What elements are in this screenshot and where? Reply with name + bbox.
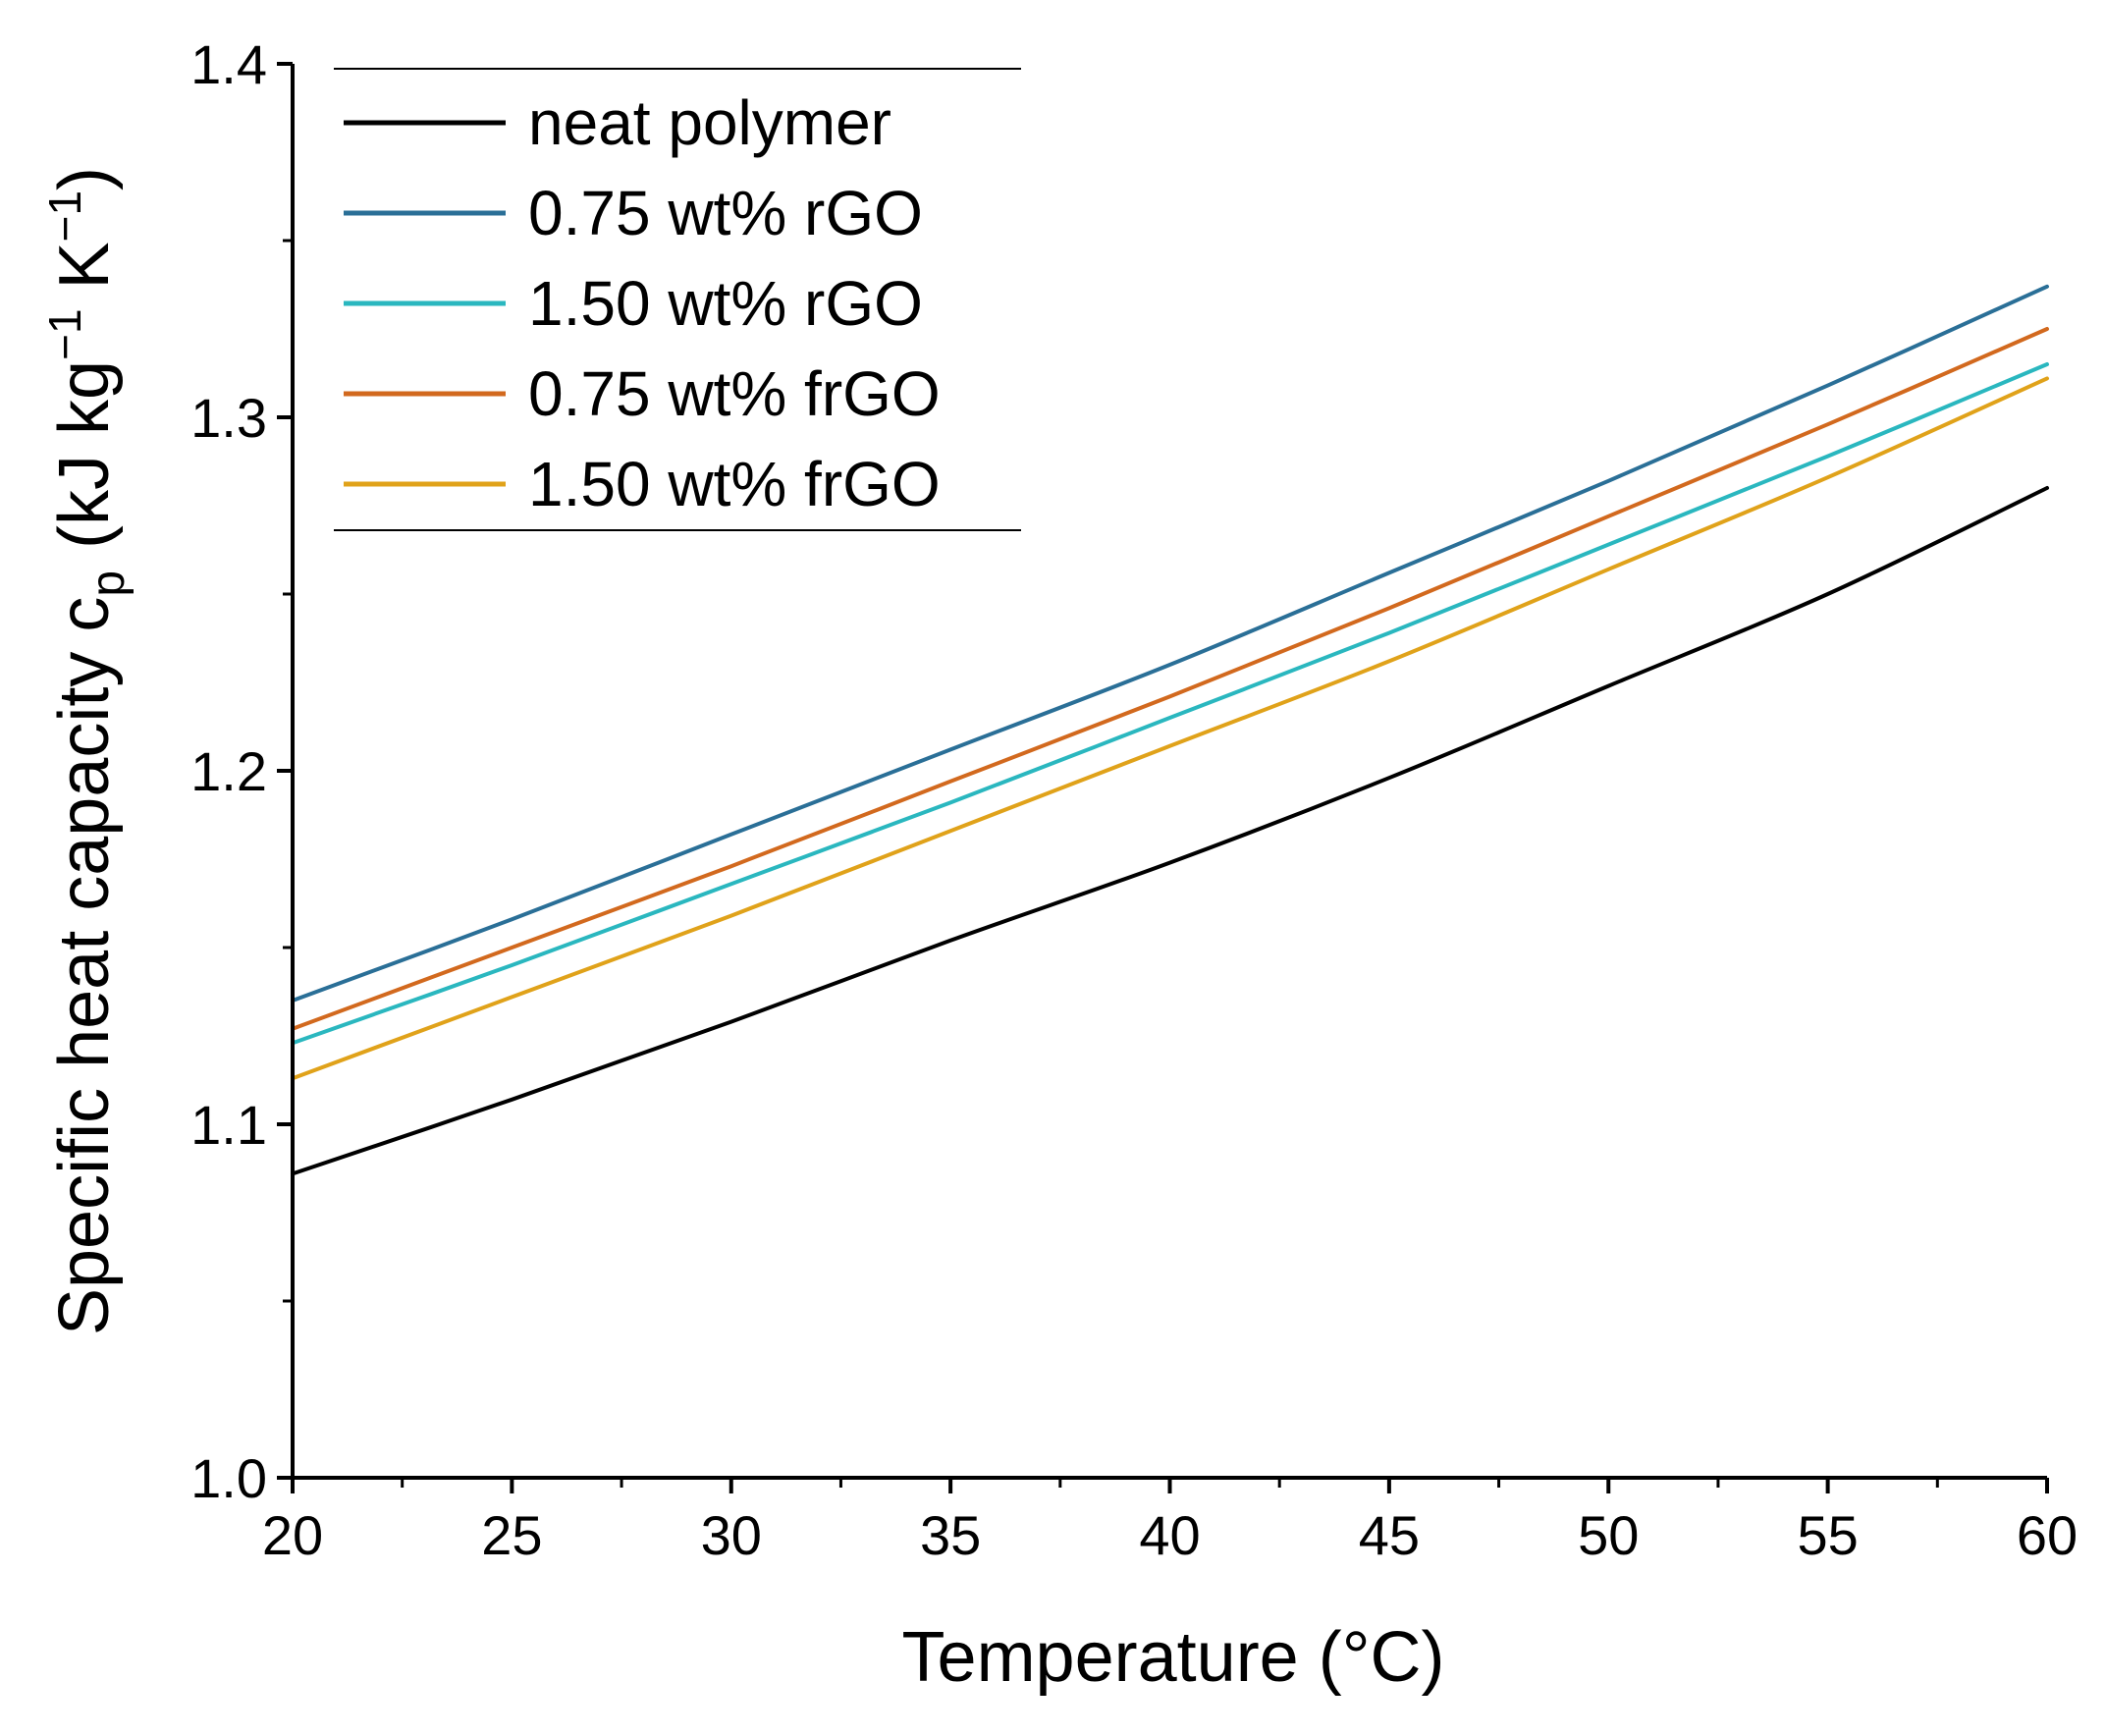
x-tick-label: 50 xyxy=(1578,1504,1639,1566)
y-axis-title-subscript: p xyxy=(82,570,135,597)
series-line-0-75-wt-frgo xyxy=(291,327,2049,1031)
x-axis-ticks: 20 25 30 35 40 45 50 55 60 xyxy=(262,1478,2078,1566)
y-axis-title-main: Specific heat capacity c xyxy=(45,597,124,1335)
x-tick-label: 35 xyxy=(920,1504,981,1566)
legend-label-0-75-wt-rgo: 0.75 wt% rGO xyxy=(528,178,923,248)
x-tick-label: 40 xyxy=(1139,1504,1200,1566)
legend-label-neat-polymer: neat polymer xyxy=(528,87,891,158)
x-tick-label: 60 xyxy=(2017,1504,2078,1566)
y-tick-label: 1.1 xyxy=(190,1094,267,1156)
x-tick-label: 45 xyxy=(1359,1504,1420,1566)
y-axis-title: Specific heat capacity cp(kJ kg−1 K−1) xyxy=(39,167,135,1335)
series-line-1-50-wt-rgo xyxy=(291,362,2049,1046)
y-tick-label: 1.4 xyxy=(190,33,267,95)
legend-label-1-50-wt-rgo: 1.50 wt% rGO xyxy=(528,268,923,339)
y-axis-title-unit-k: K xyxy=(45,242,124,308)
y-axis-title-unit-open: (kJ kg xyxy=(45,360,124,549)
series-line-0-75-wt-rgo xyxy=(291,284,2049,1003)
x-tick-label: 25 xyxy=(481,1504,542,1566)
series-line-1-50-wt-frgo xyxy=(291,376,2049,1081)
series-line-neat-polymer xyxy=(291,486,2049,1176)
y-axis-ticks: 1.0 1.1 1.2 1.3 1.4 xyxy=(190,33,293,1509)
legend-label-0-75-wt-frgo: 0.75 wt% frGO xyxy=(528,358,941,429)
legend-label-1-50-wt-frgo: 1.50 wt% frGO xyxy=(528,449,941,519)
legend-items: neat polymer 0.75 wt% rGO 1.50 wt% rGO 0.75… xyxy=(344,87,941,519)
x-tick-label: 20 xyxy=(262,1504,323,1566)
y-axis-title-exponent-2: −1 xyxy=(39,190,90,242)
y-tick-label: 1.0 xyxy=(190,1447,267,1509)
y-tick-label: 1.2 xyxy=(190,740,267,802)
legend: neat polymer 0.75 wt% rGO 1.50 wt% rGO 0.75… xyxy=(334,68,1021,531)
y-tick-label: 1.3 xyxy=(190,387,267,449)
y-axis-title-exponent-1: −1 xyxy=(39,308,90,359)
plot-lines xyxy=(291,284,2049,1176)
x-tick-label: 55 xyxy=(1797,1504,1858,1566)
x-tick-label: 30 xyxy=(701,1504,762,1566)
x-axis-title: Temperature (°C) xyxy=(902,1618,1445,1697)
y-axis-title-unit-close: ) xyxy=(45,167,124,190)
